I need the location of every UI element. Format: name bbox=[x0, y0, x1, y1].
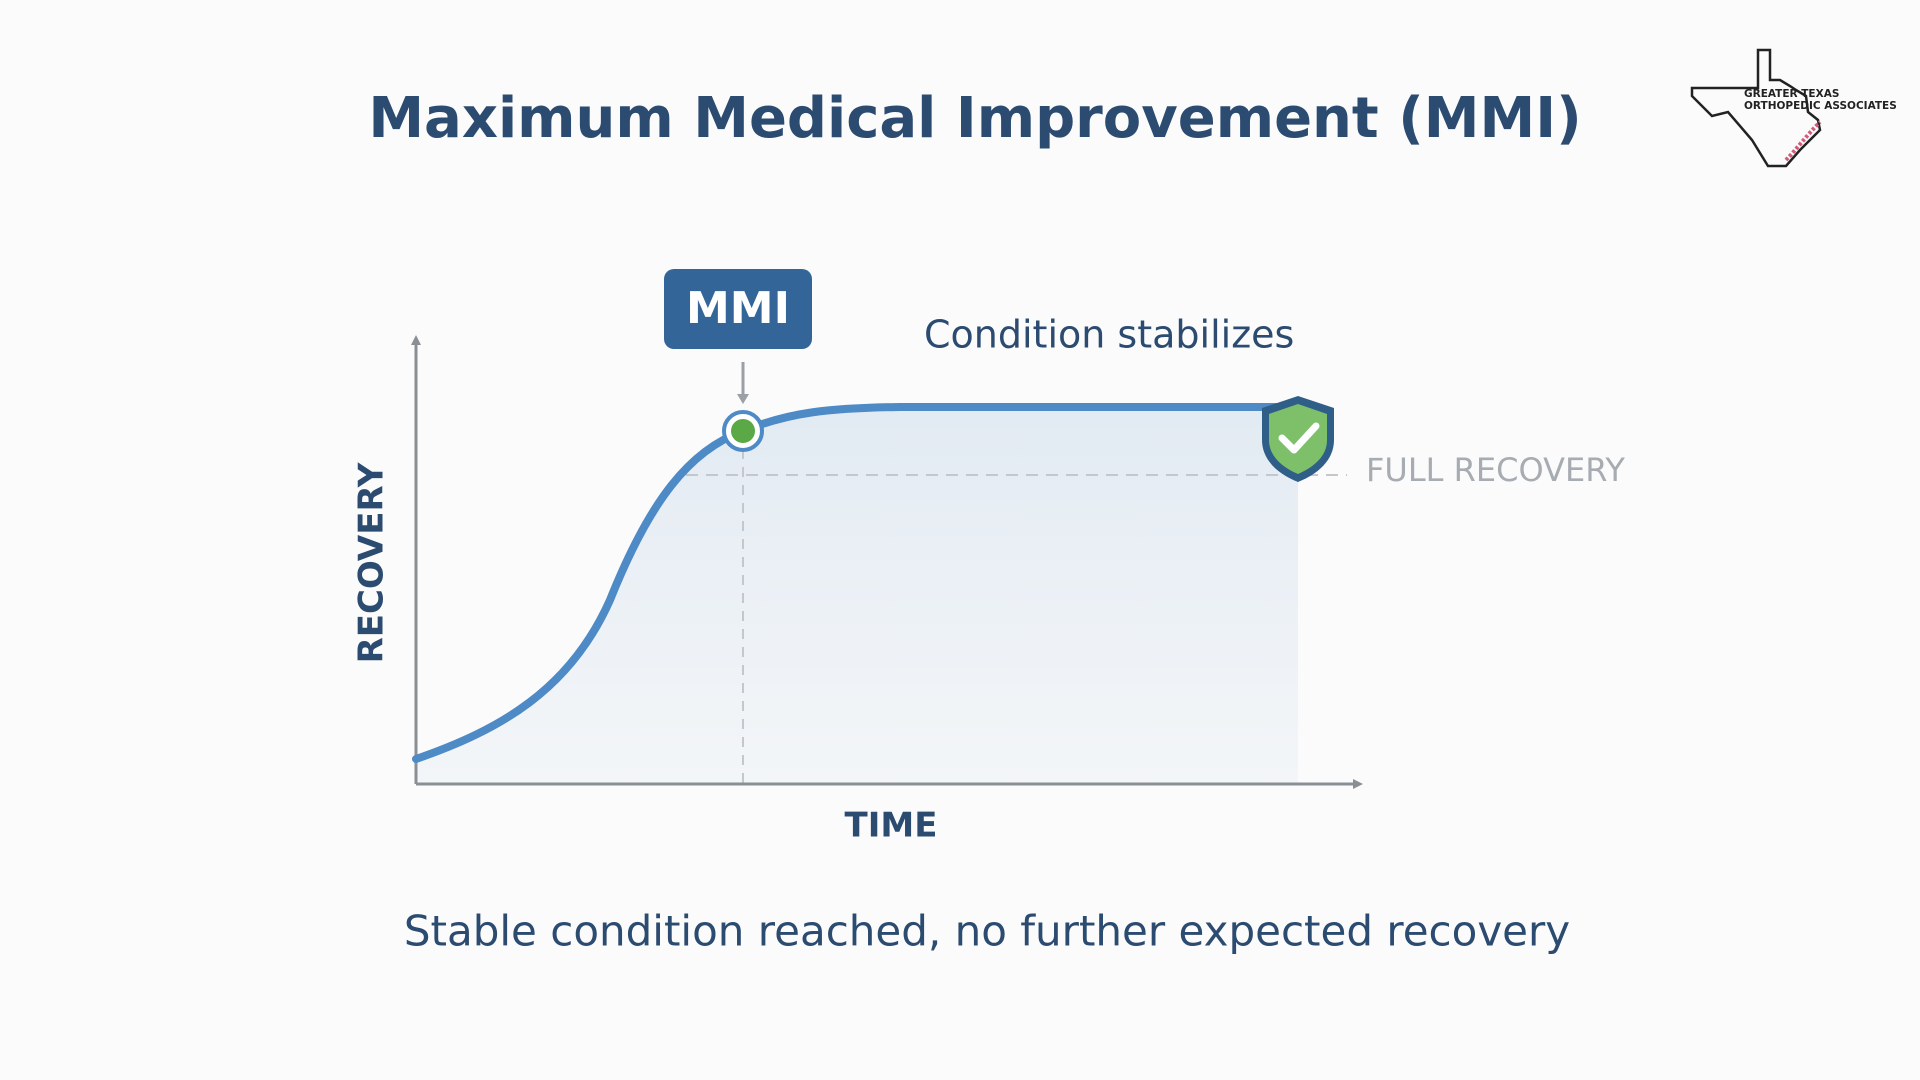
mmi-label: MMI bbox=[686, 283, 790, 334]
x-axis-label: TIME bbox=[845, 806, 938, 846]
title: Maximum Medical Improvement (MMI) bbox=[368, 86, 1581, 151]
logo-text: GREATER TEXAS bbox=[1744, 88, 1839, 100]
caption: Stable condition reached, no further exp… bbox=[404, 907, 1570, 956]
logo: GREATER TEXAS ORTHOPEDIC ASSOCIATES bbox=[1690, 48, 1897, 168]
check-mark bbox=[1278, 422, 1320, 454]
shield-fill bbox=[1269, 404, 1327, 474]
recovery-area bbox=[416, 407, 1298, 784]
mmi-badge bbox=[664, 269, 812, 349]
annotation: Condition stabilizes bbox=[924, 313, 1294, 357]
mmi-point-core bbox=[731, 419, 755, 443]
logo-text: ORTHOPEDIC ASSOCIATES bbox=[1744, 100, 1897, 112]
reference-label: FULL RECOVERY bbox=[1366, 451, 1625, 489]
recovery-curve bbox=[412, 403, 1302, 763]
shield bbox=[1262, 396, 1334, 482]
logo-outline bbox=[1690, 48, 1822, 168]
logo-spine bbox=[1784, 120, 1822, 162]
mmi-pointer-head bbox=[737, 394, 749, 404]
y-axis-label: RECOVERY bbox=[352, 462, 392, 663]
